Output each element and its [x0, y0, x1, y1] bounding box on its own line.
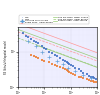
- Point: [80, 77, 82, 78]
- Point: [62, 67, 64, 69]
- Point: [69, 63, 70, 65]
- Point: [41, 46, 43, 47]
- Point: [86, 74, 87, 75]
- Point: [41, 51, 43, 52]
- Point: [54, 64, 56, 66]
- Point: [59, 66, 61, 67]
- Point: [36, 56, 37, 58]
- Point: [62, 59, 64, 60]
- Point: [95, 78, 97, 80]
- Point: [52, 53, 53, 54]
- Point: [44, 47, 45, 48]
- Point: [74, 71, 76, 72]
- Point: [90, 80, 92, 81]
- Point: [94, 81, 95, 82]
- Point: [86, 78, 87, 80]
- Point: [38, 58, 39, 59]
- Point: [82, 74, 84, 76]
- Point: [70, 64, 72, 66]
- Point: [82, 72, 84, 73]
- Point: [67, 71, 69, 72]
- Point: [36, 46, 37, 47]
- Point: [88, 75, 90, 77]
- Point: [33, 40, 35, 42]
- Point: [48, 56, 50, 58]
- Point: [82, 78, 84, 79]
- Point: [88, 79, 90, 81]
- Point: [44, 60, 45, 62]
- Point: [30, 54, 31, 56]
- Point: [56, 55, 58, 57]
- Point: [67, 62, 69, 64]
- Point: [66, 62, 67, 63]
- Point: [23, 32, 24, 34]
- Point: [72, 73, 74, 75]
- Point: [72, 65, 74, 67]
- Point: [90, 76, 92, 77]
- Point: [27, 40, 29, 42]
- Point: [80, 71, 82, 72]
- Point: [33, 55, 35, 57]
- Point: [64, 69, 66, 70]
- Point: [56, 65, 58, 67]
- Point: [67, 67, 69, 69]
- Point: [56, 60, 58, 62]
- Point: [38, 43, 39, 44]
- Point: [46, 48, 47, 49]
- Point: [92, 80, 94, 82]
- Point: [78, 76, 79, 77]
- Point: [41, 59, 43, 60]
- Point: [52, 63, 53, 65]
- Point: [78, 69, 79, 70]
- Point: [27, 36, 29, 38]
- Point: [74, 67, 76, 69]
- Point: [92, 77, 94, 78]
- Point: [94, 78, 95, 79]
- Point: [36, 41, 37, 42]
- Point: [69, 71, 70, 73]
- Point: [30, 39, 32, 40]
- Point: [48, 62, 50, 63]
- Point: [25, 35, 27, 36]
- Y-axis label: SE (bits/s/Hz/spatial mode): SE (bits/s/Hz/spatial mode): [4, 40, 8, 74]
- Point: [95, 81, 97, 83]
- Legend: SMF, SDM, Coupled core or FMF, 80km span, lower bound, 100 km span, upper bound,: SMF, SDM, Coupled core or FMF, 80km span…: [19, 15, 89, 24]
- Point: [70, 72, 72, 73]
- Point: [59, 58, 61, 59]
- Point: [48, 51, 50, 52]
- Point: [66, 70, 67, 71]
- Point: [74, 74, 76, 76]
- Point: [62, 63, 64, 65]
- Point: [64, 60, 66, 62]
- Point: [90, 78, 92, 79]
- Point: [54, 54, 56, 56]
